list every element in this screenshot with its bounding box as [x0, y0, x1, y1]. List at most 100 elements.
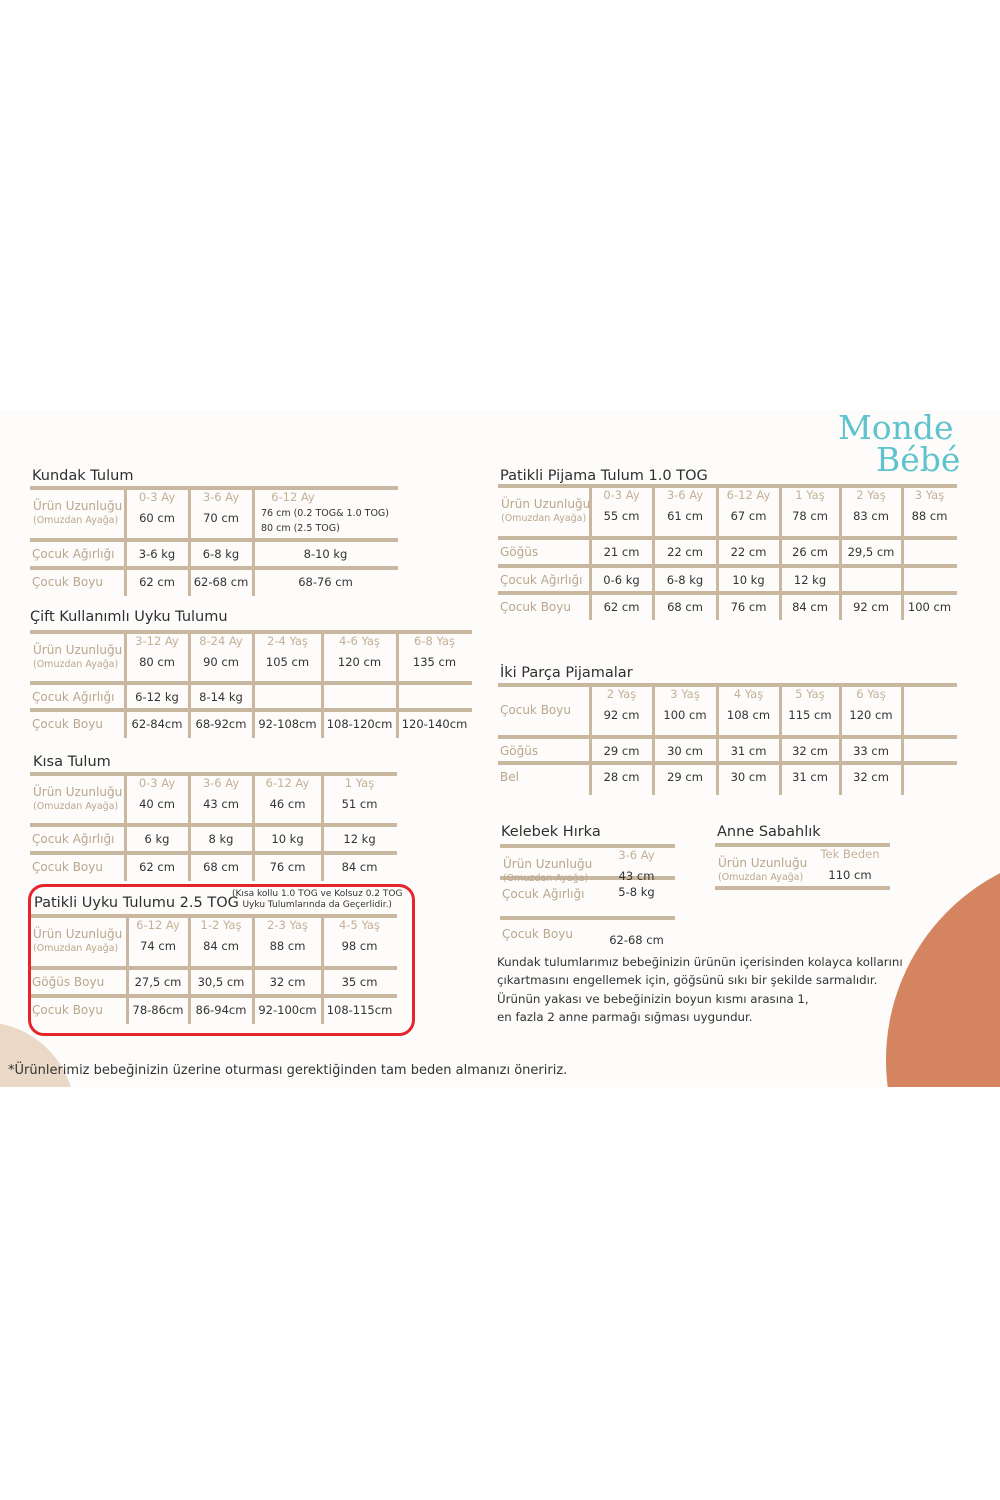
patikli_pijama-cell: 22 cm: [730, 545, 767, 559]
cift-length-0: 80 cm: [139, 655, 175, 669]
patikli_pijama-age-0: 0-3 Ay: [603, 488, 640, 502]
iki_parca-col-divider: [901, 683, 904, 795]
kundak-header-label: Ürün Uzunluğu: [33, 499, 123, 513]
patikli_pijama-rule: [498, 564, 957, 568]
patikli_uyku-rule: [30, 994, 397, 998]
cift-cell: 68-92cm: [195, 717, 247, 731]
patikli_pijama-cell: 0-6 kg: [603, 573, 640, 587]
kisa-row-label: Çocuk Ağırlığı: [32, 832, 115, 846]
patikli_pijama-rule: [498, 484, 957, 488]
patikli_uyku-rule: [30, 966, 397, 970]
patikli_pijama-length-1: 61 cm: [667, 509, 703, 523]
iki_parca-rule: [498, 683, 957, 687]
kelebek-cell: 62-68 cm: [609, 933, 664, 947]
cift-rule: [30, 681, 472, 685]
patikli_pijama-length-4: 83 cm: [853, 509, 889, 523]
patikli_uyku-cell: 35 cm: [341, 975, 378, 989]
kisa-rule: [30, 823, 397, 827]
patikli_pijama-age-1: 3-6 Ay: [666, 488, 704, 502]
kisa-cell: 84 cm: [341, 860, 378, 874]
kundak-cell: 68-76 cm: [298, 575, 353, 589]
cift-row-label: Çocuk Boyu: [32, 717, 103, 731]
kisa-col-divider: [124, 772, 127, 881]
kundak-length-2-line-0: 76 cm (0.2 TOG& 1.0 TOG): [261, 508, 389, 519]
cift-rule: [30, 708, 472, 712]
kisa-title: Kısa Tulum: [33, 754, 111, 770]
cift-rule: [30, 630, 472, 634]
cift-age-1: 8-24 Ay: [199, 634, 243, 648]
iki_parca-row-label: Bel: [500, 770, 519, 784]
patikli_uyku-title: Patikli Uyku Tulumu 2.5 TOG: [34, 895, 239, 911]
iki_parca-age-1: 3 Yaş: [670, 687, 700, 701]
tog-note-line-1: (Kısa kollu 1.0 TOG ve Kolsuz 0.2 TOG: [232, 889, 403, 899]
patikli_pijama-length-5: 88 cm: [911, 509, 948, 523]
patikli_pijama-row-label: Çocuk Boyu: [500, 600, 571, 614]
patikli_pijama-col-divider: [779, 484, 782, 620]
patikli_uyku-row-label: Çocuk Boyu: [32, 1003, 103, 1017]
cift-length-4: 135 cm: [412, 655, 457, 669]
iki_parca-cell: 31 cm: [792, 770, 828, 784]
kisa-cell: 6 kg: [144, 832, 170, 846]
patikli_pijama-cell: 26 cm: [792, 545, 828, 559]
kisa-age-3: 1 Yaş: [344, 776, 375, 790]
cift-col-divider: [252, 630, 255, 738]
cift-cell: 8-14 kg: [199, 690, 243, 704]
iki_parca-cell: 30 cm: [730, 770, 767, 784]
kundak-rule: [30, 566, 398, 570]
patikli_uyku-rule: [30, 914, 397, 918]
kisa-length-2: 46 cm: [269, 797, 306, 811]
iki_parca-cell: 33 cm: [853, 744, 889, 758]
patikli_uyku-length-2: 88 cm: [269, 939, 306, 953]
kisa-rule: [30, 851, 397, 855]
tog-note: (Kısa kollu 1.0 TOG ve Kolsuz 0.2 TOG Uy…: [232, 889, 402, 911]
iki_parca-age-2: 4 Yaş: [733, 687, 764, 701]
kundak-length-0: 60 cm: [139, 511, 175, 525]
kelebek-age-0: 3-6 Ay: [618, 848, 655, 862]
patikli_pijama-length-2: 67 cm: [730, 509, 767, 523]
kundak-col-divider: [252, 486, 255, 596]
iki_parca-length-3: 115 cm: [788, 708, 832, 722]
patikli_pijama-header-label: Ürün Uzunluğu: [501, 497, 591, 511]
patikli_pijama-cell: 22 cm: [667, 545, 703, 559]
anne-age-0: Tek Beden: [820, 847, 880, 861]
cift-cell: 120-140cm: [401, 717, 468, 731]
kelebek-rule: [500, 844, 675, 848]
brand-logo: Monde Bébé: [838, 408, 961, 479]
cift-length-3: 120 cm: [337, 655, 382, 669]
kelebek-rule: [500, 876, 675, 880]
iki_parca-row-label: Göğüs: [500, 744, 539, 758]
kisa-col-divider: [188, 772, 191, 881]
cift-age-3: 4-6 Yaş: [339, 634, 380, 648]
patikli_pijama-cell: 10 kg: [732, 573, 765, 587]
kundak-col-divider: [124, 486, 127, 596]
anne-rule: [715, 886, 890, 890]
kisa-rule: [30, 772, 397, 776]
patikli_uyku-age-3: 4-5 Yaş: [339, 918, 380, 932]
cift-row-label: Çocuk Ağırlığı: [32, 690, 115, 704]
patikli_uyku-cell: 92-100cm: [258, 1003, 317, 1017]
kundak-cell: 6-8 kg: [202, 547, 240, 561]
kelebek-title: Kelebek Hırka: [501, 824, 601, 840]
iki_parca-cell: 31 cm: [730, 744, 767, 758]
iki_parca-header-label: Çocuk Boyu: [500, 703, 571, 717]
care-note-2-line-2: en fazla 2 anne parmağı sığması uygundur…: [497, 1010, 753, 1024]
iki_parca-cell: 32 cm: [792, 744, 828, 758]
patikli_pijama-cell: 6-8 kg: [666, 573, 704, 587]
patikli_pijama-header-sublabel: (Omuzdan Ayağa): [501, 513, 587, 524]
kelebek-length-0: 43 cm: [618, 869, 655, 883]
cift-length-1: 90 cm: [203, 655, 239, 669]
logo-line-1: Monde: [838, 408, 954, 447]
patikli_uyku-header-label: Ürün Uzunluğu: [33, 927, 123, 941]
cift-cell: 6-12 kg: [135, 690, 179, 704]
care-note-2: Ürünün yakası ve bebeğinizin boyun kısmı…: [497, 990, 809, 1026]
kelebek-cell: 5-8 kg: [618, 885, 655, 899]
kisa-row-label: Çocuk Boyu: [32, 860, 103, 874]
patikli_pijama-age-4: 2 Yaş: [856, 488, 886, 502]
logo-line-2: Bébé: [876, 440, 961, 479]
iki_parca-col-divider: [589, 683, 592, 795]
patikli_pijama-col-divider: [901, 484, 904, 620]
patikli_uyku-cell: 32 cm: [269, 975, 306, 989]
cift-col-divider: [124, 630, 127, 738]
iki_parca-cell: 32 cm: [853, 770, 889, 784]
iki_parca-title: İki Parça Pijamalar: [500, 665, 633, 681]
